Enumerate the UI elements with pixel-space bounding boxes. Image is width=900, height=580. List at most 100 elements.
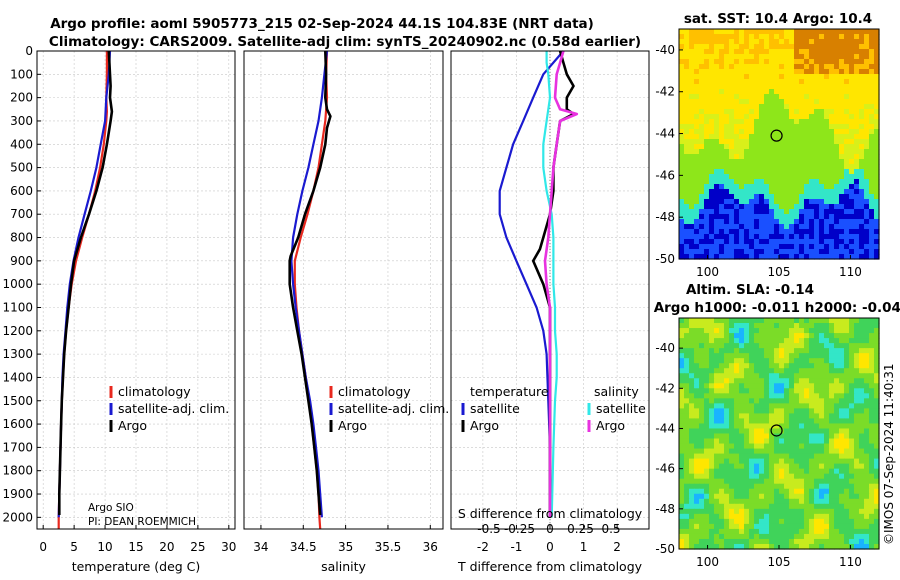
map-cell — [729, 368, 735, 374]
map-cell — [839, 209, 845, 215]
map-cell — [809, 523, 815, 530]
map-cell — [744, 368, 750, 374]
map-cell — [709, 348, 715, 354]
map-cell — [719, 209, 725, 215]
map-cell — [749, 528, 755, 535]
map-cell — [854, 99, 860, 105]
map-cell — [744, 338, 750, 344]
map-cell — [809, 104, 815, 110]
map-cell — [864, 498, 870, 505]
map-cell — [684, 174, 690, 180]
map-cell — [734, 323, 740, 329]
map-cell — [849, 348, 855, 354]
map-cell — [699, 513, 705, 520]
map-cell — [739, 498, 745, 505]
map-cell — [734, 443, 740, 450]
map-cell — [679, 154, 685, 160]
map-cell — [749, 239, 755, 245]
map-cell — [874, 124, 880, 130]
map-cell — [834, 358, 840, 364]
map-cell — [849, 214, 855, 220]
map-cell — [724, 443, 730, 450]
map-cell — [859, 408, 865, 415]
map-cell — [824, 453, 830, 460]
map-cell — [744, 378, 750, 384]
map-cell — [699, 89, 705, 95]
map-cell — [689, 234, 695, 240]
map-cell — [839, 393, 845, 399]
map-cell — [689, 189, 695, 195]
map-cell — [809, 119, 815, 125]
map-cell — [729, 119, 735, 125]
map-cell — [844, 318, 850, 324]
map-cell — [754, 44, 760, 50]
map-cell — [724, 79, 730, 85]
map-cell — [814, 348, 820, 354]
salinity-legend: climatology satellite-adj. clim. Argo — [329, 384, 449, 433]
map-cell — [719, 388, 725, 394]
map-cell — [769, 234, 775, 240]
map-cell — [849, 244, 855, 250]
map-cell — [819, 159, 825, 165]
map-cell — [804, 239, 810, 245]
map-cell — [759, 348, 765, 354]
map-cell — [819, 124, 825, 130]
map-cell — [869, 353, 875, 359]
map-cell — [829, 368, 835, 374]
map-cell — [844, 423, 850, 430]
map-cell — [769, 378, 775, 384]
map-cell — [814, 184, 820, 190]
map-cell — [844, 538, 850, 545]
map-cell — [699, 453, 705, 460]
map-cell — [694, 209, 700, 215]
map-cell — [684, 528, 690, 535]
map-cell — [719, 478, 725, 485]
map-cell — [734, 383, 740, 389]
map-cell — [784, 378, 790, 384]
map-cell — [839, 463, 845, 470]
map-cell — [764, 353, 770, 359]
map-cell — [874, 328, 880, 334]
map-cell — [824, 94, 830, 100]
map-cell — [839, 249, 845, 255]
map-cell — [804, 44, 810, 50]
map-cell — [799, 503, 805, 510]
map-cell — [814, 249, 820, 255]
y-tick-label: 300 — [10, 114, 33, 128]
map-cell — [834, 398, 840, 404]
map-cell — [864, 373, 870, 379]
map-cell — [844, 54, 850, 60]
map-cell — [699, 84, 705, 90]
map-cell — [789, 119, 795, 125]
map-cell — [724, 249, 730, 255]
map-cell — [729, 239, 735, 245]
map-cell — [719, 64, 725, 70]
map-cell — [704, 538, 710, 545]
map-cell — [699, 473, 705, 480]
map-cell — [744, 144, 750, 150]
map-cell — [779, 69, 785, 75]
map-cell — [779, 503, 785, 510]
map-cell — [854, 39, 860, 45]
map-cell — [699, 418, 705, 425]
map-cell — [739, 224, 745, 230]
map-cell — [859, 418, 865, 425]
map-cell — [709, 368, 715, 374]
map-cell — [714, 348, 720, 354]
map-cell — [764, 488, 770, 495]
map-cell — [734, 318, 740, 324]
series-argo — [288, 50, 332, 516]
map-cell — [769, 353, 775, 359]
map-cell — [829, 169, 835, 175]
map-cell — [769, 169, 775, 175]
map-cell — [684, 413, 690, 420]
map-cell — [859, 99, 865, 105]
map-cell — [689, 373, 695, 379]
map-cell — [779, 179, 785, 185]
map-cell — [774, 458, 780, 465]
map-cell — [794, 94, 800, 100]
map-cell — [854, 204, 860, 210]
map-cell — [739, 383, 745, 389]
map-cell — [749, 39, 755, 45]
map-cell — [749, 318, 755, 324]
